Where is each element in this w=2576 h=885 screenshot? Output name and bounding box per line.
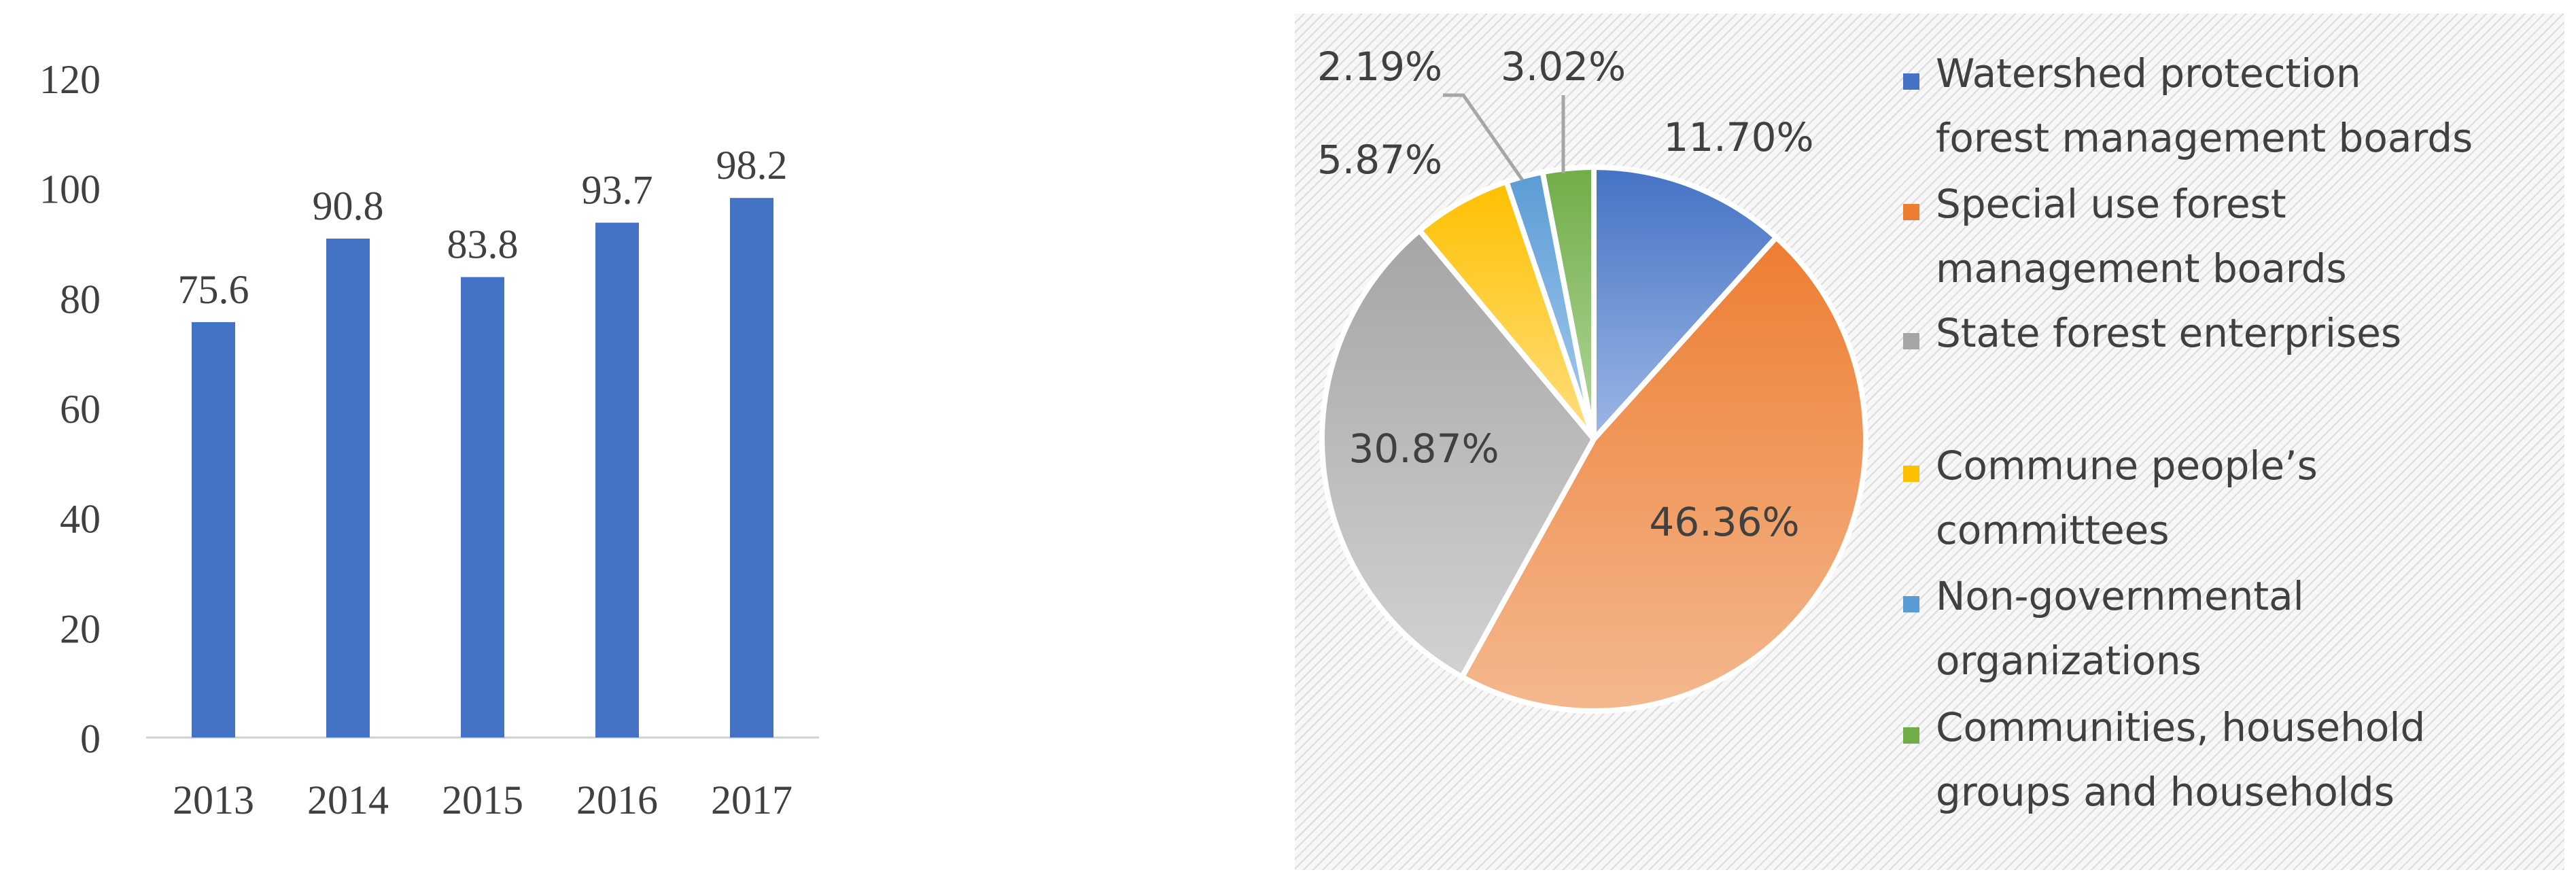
pie-data-labels: 11.70% 46.36% 30.87% 5.87% 2.19% 3.02% xyxy=(1317,44,1814,545)
bar-value-label: 75.6 xyxy=(178,267,249,312)
bar-y-tick-label: 20 xyxy=(60,606,101,651)
pie-leader-lines xyxy=(1443,93,1565,181)
legend-swatch xyxy=(1903,596,1919,612)
bar-x-tick-label: 2017 xyxy=(711,778,793,822)
bar-value-labels: 75.6 90.8 83.8 93.7 98.2 xyxy=(178,143,788,312)
bar-2015 xyxy=(461,277,504,738)
pie-slice xyxy=(1459,235,1868,714)
legend-label: Non-governmental xyxy=(1936,573,2304,619)
legend-swatch xyxy=(1903,727,1919,744)
pie-legend: Watershed protection forest management bo… xyxy=(1903,50,2473,815)
pie-data-label: 2.19% xyxy=(1317,44,1442,90)
pie-data-label: 11.70% xyxy=(1663,114,1813,160)
bar-value-label: 98.2 xyxy=(716,143,788,188)
bar-chart: 0 20 40 60 80 100 120 75.6 90.8 83.8 93.7 98.2 201… xyxy=(39,57,819,822)
bar-2014 xyxy=(326,239,370,738)
legend-swatch xyxy=(1903,466,1919,482)
pie-chart: 11.70% 46.36% 30.87% 5.87% 2.19% 3.02% Waters… xyxy=(1295,14,2564,870)
bar-y-tick-label: 60 xyxy=(60,387,101,432)
bar-x-tick-label: 2016 xyxy=(576,778,658,822)
bar-y-tick-label: 40 xyxy=(60,497,101,542)
legend-swatch xyxy=(1903,204,1919,220)
legend-label: Communities, household xyxy=(1936,704,2425,750)
bar-2016 xyxy=(595,222,639,738)
legend-label: management boards xyxy=(1936,245,2347,292)
pie-data-label: 5.87% xyxy=(1317,137,1442,183)
legend-swatch xyxy=(1903,73,1919,90)
bar-value-label: 90.8 xyxy=(313,184,384,228)
bar-series xyxy=(192,198,773,738)
bar-y-tick-label: 100 xyxy=(39,167,101,212)
bar-value-label: 93.7 xyxy=(582,168,653,213)
bar-x-tick-label: 2014 xyxy=(307,778,389,822)
legend-label: committees xyxy=(1936,507,2170,553)
legend-swatch xyxy=(1903,333,1919,349)
legend-label: Commune people’s xyxy=(1936,442,2318,489)
legend-label: State forest enterprises xyxy=(1936,310,2401,356)
pie-data-label: 30.87% xyxy=(1348,426,1499,472)
pie-data-label: 46.36% xyxy=(1649,499,1799,545)
bar-x-tick-label: 2015 xyxy=(442,778,523,822)
bar-2017 xyxy=(730,198,773,738)
pie-slice xyxy=(1591,164,1779,442)
bar-y-ticks: 0 20 40 60 80 100 120 xyxy=(39,57,101,761)
pie-slice xyxy=(1539,164,1597,442)
bar-x-ticks: 2013 2014 2015 2016 2017 xyxy=(173,778,793,822)
pie-leader-line xyxy=(1443,93,1525,181)
legend-label: Special use forest xyxy=(1936,181,2286,227)
bar-y-tick-label: 0 xyxy=(80,716,101,761)
legend-label: groups and households xyxy=(1936,769,2395,815)
legend-label: Watershed protection xyxy=(1936,50,2361,97)
bar-x-tick-label: 2013 xyxy=(173,778,254,822)
pie-slice xyxy=(1319,228,1597,680)
bar-2013 xyxy=(192,322,235,738)
legend-label: forest management boards xyxy=(1936,115,2473,161)
bar-y-tick-label: 120 xyxy=(39,57,101,102)
pie-slices xyxy=(1319,164,1868,714)
legend-label: organizations xyxy=(1936,638,2201,684)
bar-value-label: 83.8 xyxy=(447,222,519,267)
pie-data-label: 3.02% xyxy=(1501,44,1626,90)
bar-y-tick-label: 80 xyxy=(60,277,101,322)
